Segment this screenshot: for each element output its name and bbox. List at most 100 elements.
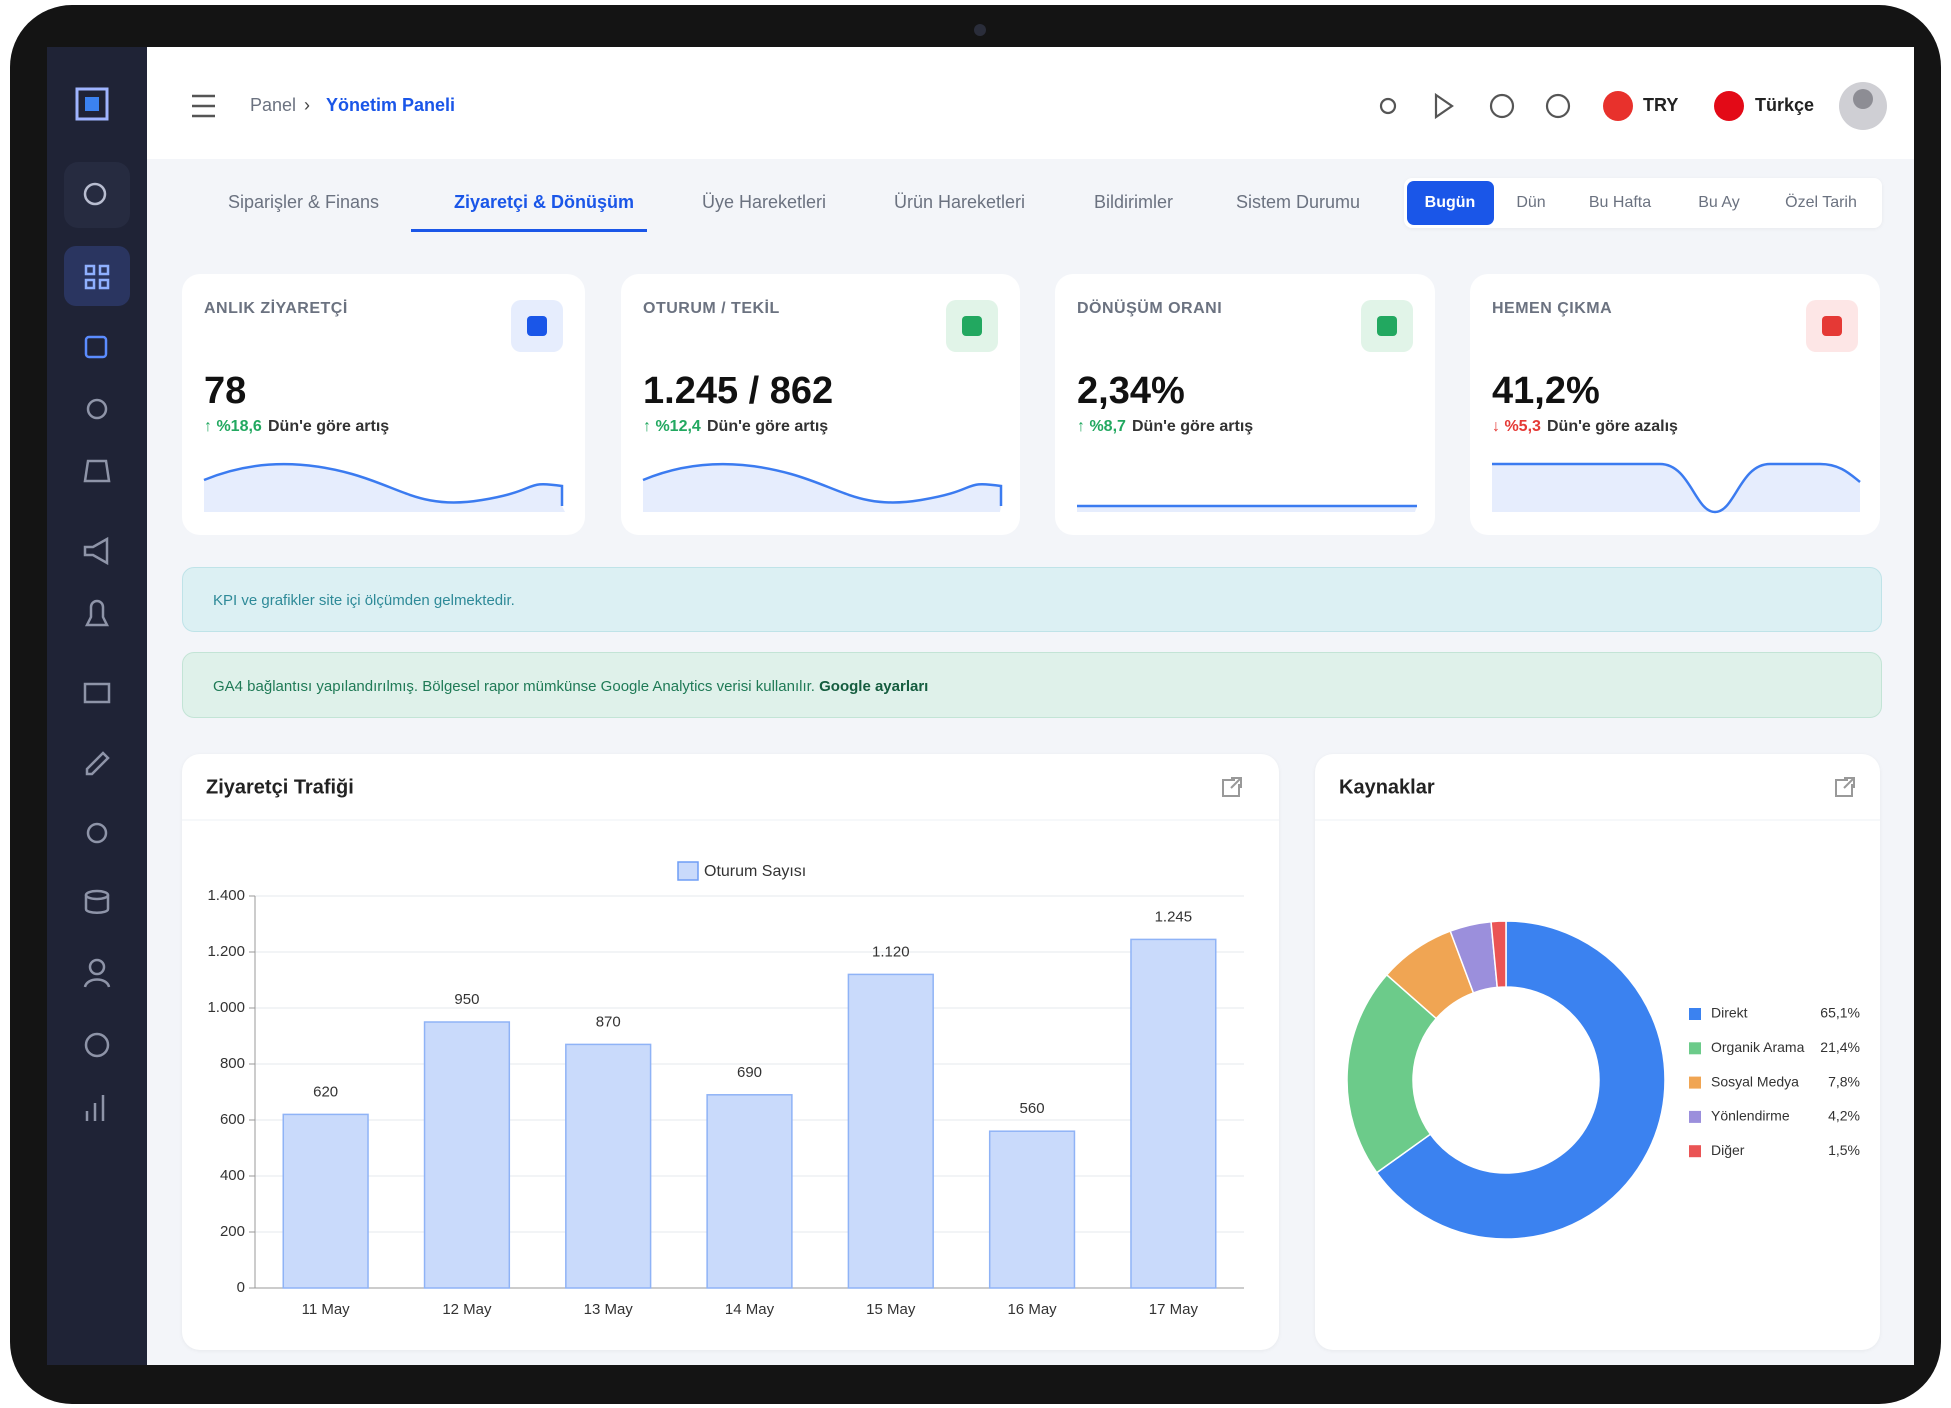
tab[interactable]: Siparişler & Finans bbox=[228, 192, 380, 212]
sparkline bbox=[203, 462, 565, 512]
tab[interactable]: Ürün Hareketleri bbox=[894, 192, 1026, 212]
donut-slice bbox=[1346, 973, 1438, 1174]
sparkline-line bbox=[642, 462, 1003, 506]
avatar-head bbox=[1853, 89, 1873, 109]
bar-chart: Ziyaretçi Trafiği 0 200 400 600 800 1.000 1.20… bbox=[182, 776, 1279, 1318]
range-active bbox=[1407, 181, 1494, 225]
bar bbox=[847, 973, 934, 1289]
kpi-label: ANLIK ZİYARETÇİ bbox=[204, 300, 348, 317]
kpi-note: Dün'e göre artış bbox=[1132, 418, 1254, 435]
y-tick-label: 400 bbox=[220, 1167, 245, 1184]
search-icon bbox=[83, 182, 107, 206]
breadcrumb-separator: › bbox=[304, 95, 310, 115]
range-button[interactable]: Özel Tarih bbox=[1785, 194, 1857, 211]
sparkline-line bbox=[203, 462, 564, 506]
kpi-value: 2,34% bbox=[1077, 370, 1185, 412]
logo bbox=[75, 87, 109, 121]
bar bbox=[565, 1043, 652, 1289]
x-tick-label: 17 May bbox=[1149, 1301, 1199, 1318]
currency-flag[interactable] bbox=[1603, 91, 1633, 121]
legend-value: 65,1% bbox=[1820, 1005, 1860, 1021]
range-button[interactable]: Bu Ay bbox=[1698, 194, 1740, 211]
value-label: 870 bbox=[596, 1013, 621, 1030]
sparkline-area bbox=[1492, 464, 1860, 512]
camera bbox=[974, 24, 986, 36]
range-button[interactable]: Bugün bbox=[1424, 194, 1476, 211]
kpi-label: OTURUM / TEKİL bbox=[643, 300, 780, 317]
sidebar bbox=[47, 47, 147, 1365]
y-tick-label: 800 bbox=[220, 1055, 245, 1072]
dashboard-icon bbox=[84, 264, 110, 290]
kpi-change: ↑ %12,4 bbox=[643, 418, 701, 435]
legend-label: Sosyal Medya bbox=[1711, 1073, 1799, 1089]
sparkline bbox=[1077, 504, 1417, 512]
menu-icon[interactable] bbox=[192, 94, 215, 118]
x-tick-label: 12 May bbox=[442, 1301, 492, 1318]
bar bbox=[282, 1113, 369, 1289]
bar bbox=[706, 1094, 793, 1289]
legend-label: Direkt bbox=[1711, 1005, 1748, 1021]
kpi-card: DÖNÜŞÜM ORANI 2,34% ↑ %8,7 Dün'e göre artış bbox=[1055, 274, 1435, 535]
x-tick-label: 13 May bbox=[584, 1301, 634, 1318]
value-label: 950 bbox=[454, 991, 479, 1008]
sparkline bbox=[1492, 462, 1861, 514]
chart-title: Ziyaretçi Trafiği bbox=[206, 776, 354, 798]
language-flag[interactable] bbox=[1714, 91, 1744, 121]
expand-icon[interactable] bbox=[1835, 777, 1855, 797]
sparkline-line bbox=[1492, 462, 1861, 514]
y-tick-label: 600 bbox=[220, 1111, 245, 1128]
top-bar-icons bbox=[192, 82, 1887, 130]
sparkline bbox=[642, 462, 1003, 512]
kpi-change: ↑ %18,6 bbox=[204, 418, 262, 435]
bar bbox=[423, 1021, 511, 1289]
legend-swatch bbox=[677, 861, 699, 881]
tab[interactable]: Bildirimler bbox=[1094, 192, 1174, 212]
breadcrumb-root[interactable]: Panel bbox=[250, 95, 297, 115]
legend-label: Diğer bbox=[1711, 1142, 1745, 1158]
header-icons[interactable] bbox=[1379, 92, 1571, 120]
breadcrumb-current: Yönetim Paneli bbox=[326, 95, 456, 115]
legend-value: 7,8% bbox=[1828, 1073, 1860, 1089]
y-tick-label: 200 bbox=[220, 1223, 245, 1240]
legend-label: Organik Arama bbox=[1711, 1039, 1805, 1055]
kpi-value: 78 bbox=[204, 370, 247, 412]
legend-swatch bbox=[1689, 1042, 1701, 1055]
notice-link[interactable]: Google ayarları bbox=[819, 678, 929, 695]
kpi-icon-glyph bbox=[1822, 316, 1842, 336]
kpi-change: ↓ %5,3 bbox=[1492, 418, 1541, 435]
tab-underline bbox=[411, 229, 647, 232]
x-tick-label: 16 May bbox=[1007, 1301, 1057, 1318]
value-label: 620 bbox=[313, 1083, 338, 1100]
value-label: 690 bbox=[737, 1064, 762, 1081]
kpi-value: 41,2% bbox=[1492, 370, 1600, 412]
legend-swatch bbox=[1689, 1110, 1701, 1123]
kpi-icon-glyph bbox=[962, 316, 982, 336]
bar bbox=[1130, 938, 1217, 1289]
sparkline-area bbox=[1077, 506, 1417, 512]
donut-slice bbox=[1490, 920, 1507, 989]
kpi-note: Dün'e göre artış bbox=[707, 418, 829, 435]
tab[interactable]: Üye Hareketleri bbox=[702, 192, 827, 212]
y-tick-label: 1.000 bbox=[207, 999, 245, 1016]
legend-swatch bbox=[1689, 1008, 1701, 1020]
range-button[interactable]: Bu Hafta bbox=[1588, 194, 1652, 211]
kpi-icon-glyph bbox=[527, 316, 547, 336]
x-tick-label: 11 May bbox=[302, 1301, 351, 1318]
range-button[interactable]: Dün bbox=[1516, 194, 1546, 211]
kpi-card: ANLIK ZİYARETÇİ 78 ↑ %18,6 Dün'e göre artış bbox=[182, 274, 585, 535]
search-button[interactable] bbox=[64, 162, 130, 228]
value-label: 1.245 bbox=[1155, 908, 1193, 925]
nav-icon[interactable] bbox=[84, 335, 108, 359]
expand-icon[interactable] bbox=[1222, 777, 1242, 797]
notice-text: GA4 bağlantısı yapılandırılmış. Bölgesel… bbox=[213, 678, 815, 695]
notice-text: KPI ve grafikler site içi ölçümden gelme… bbox=[213, 592, 515, 609]
kpi-label: HEMEN ÇIKMA bbox=[1492, 300, 1613, 317]
tab[interactable]: Ziyaretçi & Dönüşüm bbox=[454, 192, 635, 212]
kpi-icon-glyph bbox=[1377, 316, 1397, 336]
currency[interactable]: TRY bbox=[1643, 95, 1679, 115]
value-label: 1.120 bbox=[872, 943, 910, 960]
language[interactable]: Türkçe bbox=[1755, 95, 1815, 115]
nav-active[interactable] bbox=[64, 246, 130, 306]
tab[interactable]: Sistem Durumu bbox=[1236, 192, 1361, 212]
kpi-note: Dün'e göre azalış bbox=[1547, 418, 1678, 435]
